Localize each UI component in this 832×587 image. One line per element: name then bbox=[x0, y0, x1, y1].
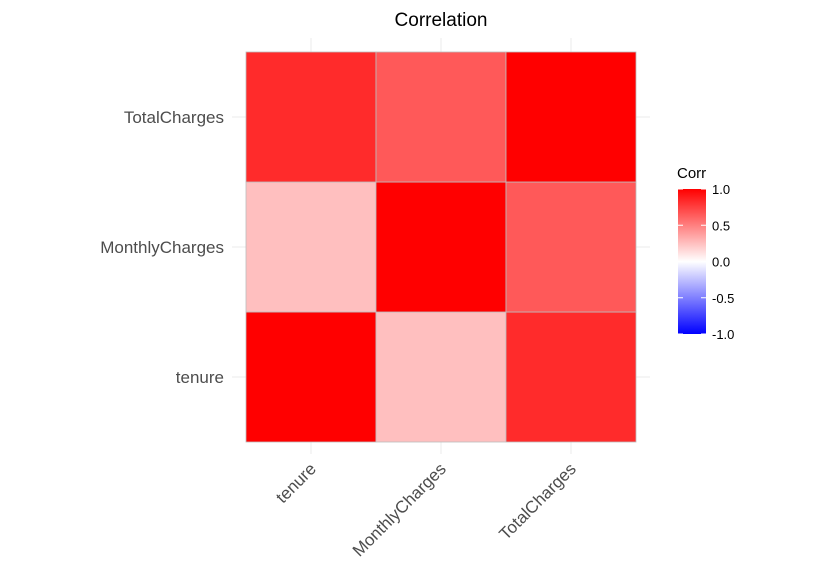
y-tick-label: MonthlyCharges bbox=[100, 238, 224, 257]
heatmap-cell-TotalCharges-tenure bbox=[245, 51, 377, 183]
heatmap-cell-MonthlyCharges-tenure bbox=[245, 181, 377, 313]
heatmap-cell-TotalCharges-TotalCharges bbox=[505, 51, 637, 183]
legend-tick-label: 1.0 bbox=[712, 182, 730, 197]
heatmap-cell-tenure-MonthlyCharges bbox=[375, 311, 507, 443]
legend-ticks: 1.0 0.5 0.0 -0.5 -1.0 bbox=[678, 182, 734, 342]
heatmap-cell-MonthlyCharges-MonthlyCharges bbox=[375, 181, 507, 313]
chart-title: Correlation bbox=[395, 10, 488, 31]
x-tick-label: MonthlyCharges bbox=[349, 459, 450, 560]
legend-tick-label: 0.0 bbox=[712, 255, 730, 270]
x-tick-label: TotalCharges bbox=[496, 459, 580, 543]
x-tick-label: tenure bbox=[272, 459, 320, 507]
heatmap-cell-MonthlyCharges-TotalCharges bbox=[505, 181, 637, 313]
y-axis-tick-labels: tenure MonthlyCharges TotalCharges bbox=[100, 108, 224, 387]
color-legend: Corr 1.0 0.5 0.0 -0.5 -1.0 bbox=[677, 165, 734, 342]
legend-title: Corr bbox=[677, 165, 706, 182]
legend-tick-label: -0.5 bbox=[712, 291, 734, 306]
heatmap-cell-TotalCharges-MonthlyCharges bbox=[375, 51, 507, 183]
heatmap-cells bbox=[245, 51, 637, 443]
y-tick-label: TotalCharges bbox=[124, 108, 224, 127]
legend-tick-label: -1.0 bbox=[712, 327, 734, 342]
heatmap-cell-tenure-tenure bbox=[245, 311, 377, 443]
x-axis-tick-labels: tenure MonthlyCharges TotalCharges bbox=[272, 459, 580, 560]
legend-tick-label: 0.5 bbox=[712, 218, 730, 233]
y-tick-label: tenure bbox=[176, 368, 224, 387]
heatmap-cell-tenure-TotalCharges bbox=[505, 311, 637, 443]
